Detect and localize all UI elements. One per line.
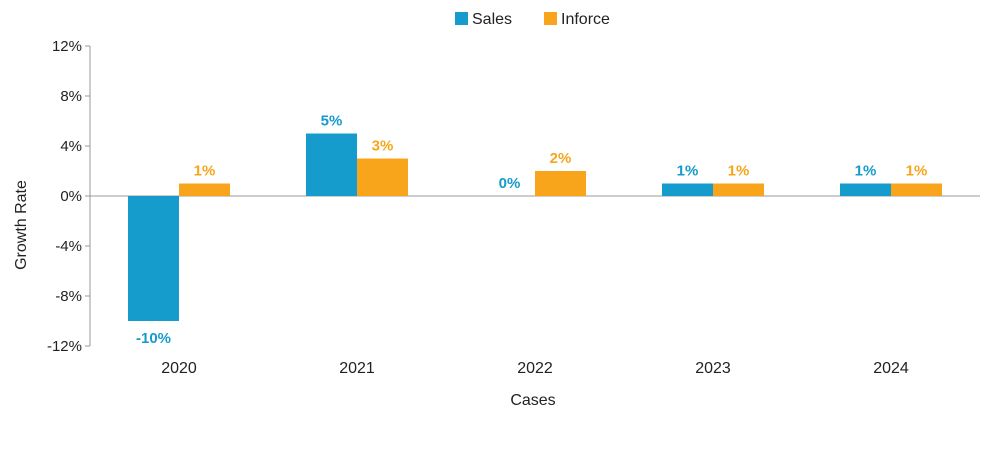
legend-label-sales: Sales [472, 11, 512, 28]
y-tick-label: -12% [47, 338, 82, 355]
data-label-inforce: 1% [194, 163, 216, 180]
y-tick-label: -8% [55, 288, 82, 305]
x-tick-label: 2023 [695, 360, 731, 377]
bar-sales [306, 133, 357, 196]
bar-sales [840, 183, 891, 196]
y-tick-label: 4% [60, 138, 82, 155]
x-tick-label: 2021 [339, 360, 375, 377]
bar-sales [128, 196, 179, 321]
x-tick-label: 2024 [873, 360, 909, 377]
bar-inforce [713, 183, 764, 196]
data-label-sales: 1% [677, 163, 699, 180]
bar-inforce [179, 183, 230, 196]
legend: Sales Inforce [455, 11, 610, 28]
y-tick-label: 0% [60, 188, 82, 205]
legend-swatch-inforce [544, 12, 557, 25]
bars [128, 133, 942, 321]
y-tick-label: -4% [55, 238, 82, 255]
x-tick-label: 2020 [161, 360, 197, 377]
y-axis: 12% 8% 4% 0% -4% -8% -12% [47, 38, 91, 355]
y-tick-label: 12% [52, 38, 82, 55]
bar-sales [662, 183, 713, 196]
data-label-inforce: 1% [906, 163, 928, 180]
data-labels: -10% 1% 5% 3% 0% 2% 1% 1% 1% 1% [136, 113, 927, 348]
data-label-sales: -10% [136, 330, 171, 347]
data-label-sales: 1% [855, 163, 877, 180]
data-label-sales: 0% [499, 175, 521, 192]
data-label-inforce: 3% [372, 138, 394, 155]
bar-inforce [891, 183, 942, 196]
bar-inforce [535, 171, 586, 196]
bar-inforce [357, 158, 408, 196]
y-tick-label: 8% [60, 88, 82, 105]
data-label-inforce: 1% [728, 163, 750, 180]
data-label-inforce: 2% [550, 150, 572, 167]
x-tick-label: 2022 [517, 360, 553, 377]
y-axis-title: Growth Rate [13, 180, 30, 270]
x-axis-title: Cases [510, 392, 555, 409]
legend-swatch-sales [455, 12, 468, 25]
data-label-sales: 5% [321, 113, 343, 130]
legend-label-inforce: Inforce [561, 11, 610, 28]
x-axis: 2020 2021 2022 2023 2024 [90, 195, 980, 377]
